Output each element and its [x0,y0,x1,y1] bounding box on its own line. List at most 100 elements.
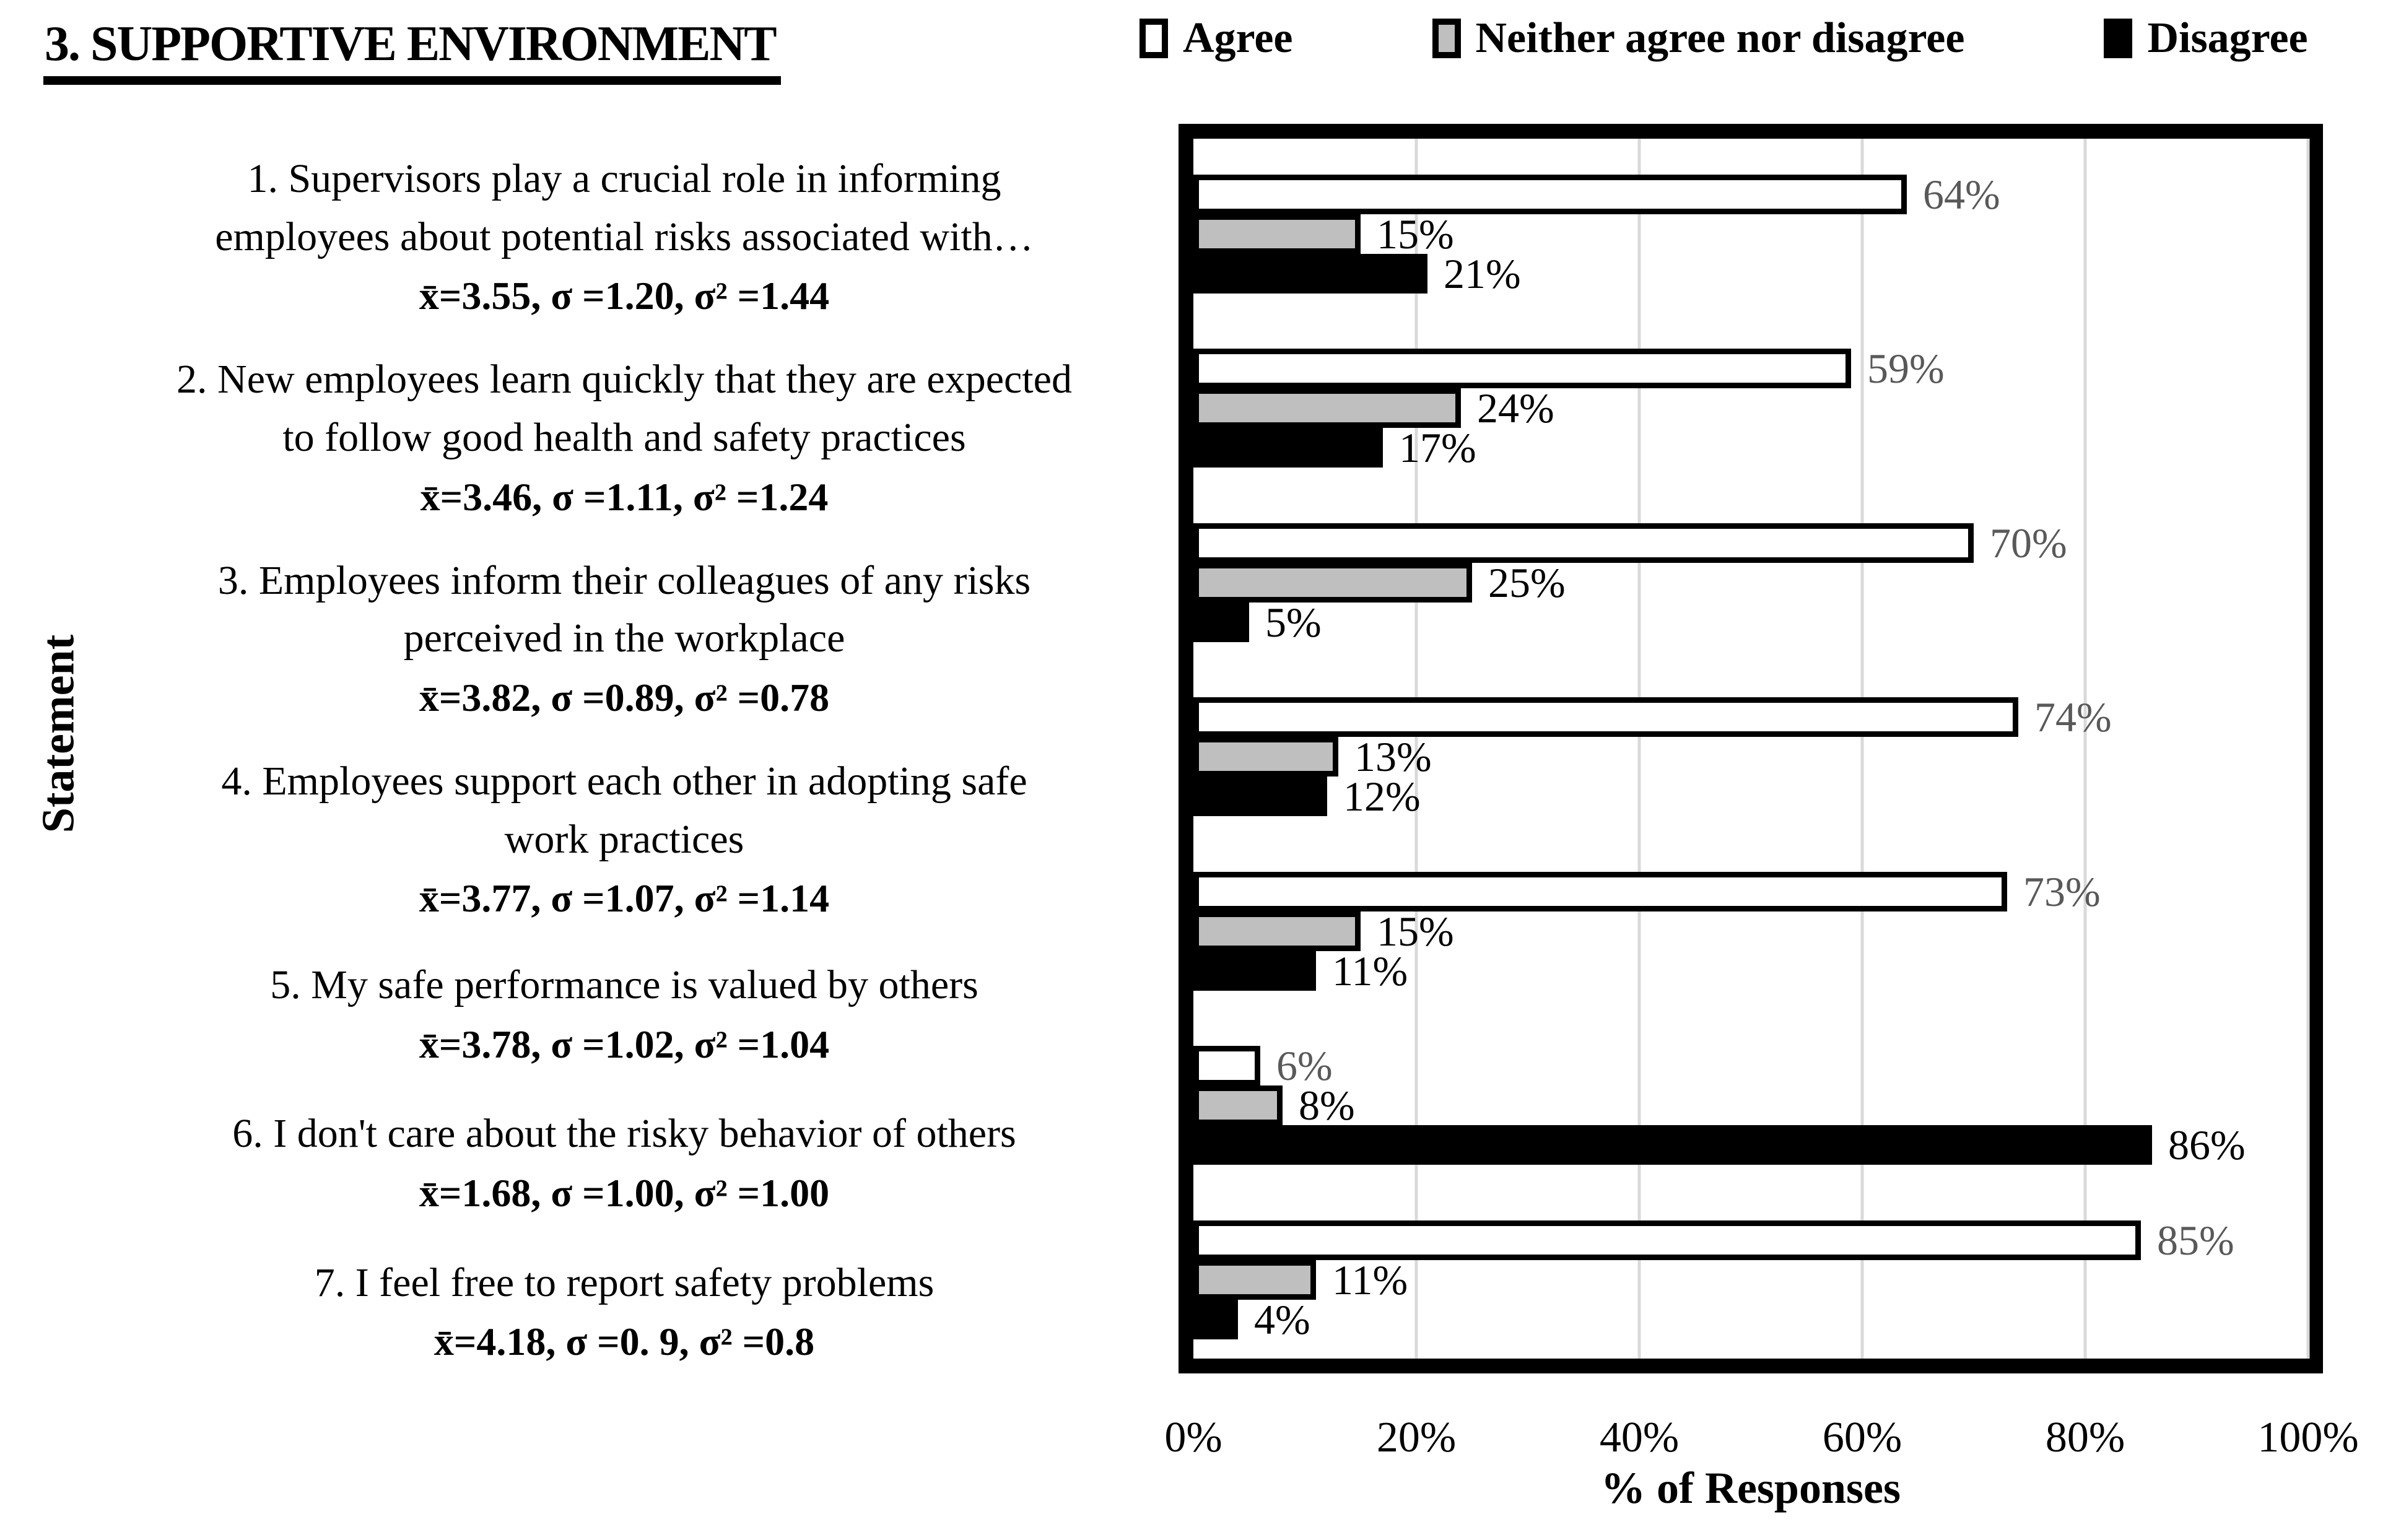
bar-agree [1193,871,2007,911]
bar-group: 70% 25% 5% [1193,487,2308,661]
legend-label: Agree [1183,14,1293,62]
gridlines [1193,139,2310,1359]
bar-value-label: 74% [2034,694,2112,741]
legend-item: Neither agree nor disagree [1432,14,1965,63]
bar-group: 74% 13% 12% [1193,661,2308,835]
category-label-line: to follow good health and safety practic… [282,415,966,461]
bar-line: 17% [1193,424,2308,472]
category-label-line: work practices [504,816,744,862]
category-label-line: 1. Supervisors play a crucial role in in… [247,156,1001,201]
bar-value-label: 85% [2157,1216,2234,1264]
bar-neither-agree-nor-disagree [1193,1259,1316,1300]
category-stats: x̄=1.68, σ =1.00, σ² =1.00 [419,1171,830,1216]
bar-line: 70% [1193,519,2308,567]
x-axis-tick: 20% [1376,1414,1457,1461]
category-label: 1. Supervisors play a crucial role in in… [73,124,1175,324]
x-axis-tick: 0% [1164,1414,1222,1461]
category-label-line: 2. New employees learn quickly that they… [176,357,1072,402]
bar-value-label: 86% [2168,1121,2246,1169]
bar-line: 24% [1193,385,2308,432]
y-axis-title: Statement [33,634,84,833]
category-label: 5. My safe performance is valued by othe… [73,927,1175,1076]
legend-swatch-icon [1140,19,1168,58]
category-label-line: 6. I don't care about the risky behavior… [232,1111,1016,1157]
legend-label: Disagree [2147,14,2308,62]
category-stats: x̄=3.82, σ =0.89, σ² =0.78 [419,676,830,720]
bar-disagree [1193,951,1316,991]
bar-line: 11% [1193,1256,2308,1303]
bar-group: 59% 24% 17% [1193,313,2308,487]
bar-disagree [1193,777,1327,817]
x-axis-tick: 60% [1822,1414,1902,1461]
legend-item: Disagree [2104,14,2308,63]
bar-value-label: 11% [1332,1256,1408,1303]
bar-value-label: 24% [1477,385,1554,432]
bar-value-label: 6% [1276,1042,1333,1090]
bar-group: 6% 8% 86% [1193,1010,2308,1184]
x-axis-tick: 80% [2045,1414,2125,1461]
bar-value-label: 15% [1377,211,1454,258]
x-axis-tick: 40% [1599,1414,1680,1461]
category-label-line: 4. Employees support each other in adopt… [221,758,1027,804]
bar-agree [1193,523,1974,563]
category-label-line: perceived in the workplace [403,616,845,661]
gridline [2306,139,2310,1359]
bar-value-label: 59% [1867,345,1945,393]
bar-value-label: 21% [1444,250,1521,297]
x-axis-title: % of Responses [1600,1463,1901,1513]
bar-value-label: 64% [1923,171,2000,218]
bar-line: 8% [1193,1082,2308,1129]
plot-area: 64% 15% 21% 59% 24% 17% 70% 25% 5% 74% 13% 12% 73% 15… [1179,124,2323,1373]
bar-line: 73% [1193,868,2308,915]
bar-neither-agree-nor-disagree [1193,911,1361,951]
bar-agree [1193,175,1907,214]
chart-title: 3. SUPPORTIVE ENVIRONMENT [43,16,781,85]
bar-line: 13% [1193,733,2308,781]
bar-value-label: 17% [1399,424,1476,472]
category-label-line: employees about potential risks associat… [215,214,1034,259]
x-axis-ticks: 0% 20% 40% 60% 80% 100% [1164,1413,2358,1469]
bar-value-label: 70% [1990,519,2067,567]
bar-neither-agree-nor-disagree [1193,562,1472,603]
bar-neither-agree-nor-disagree [1193,737,1338,777]
category-label: 6. I don't care about the risky behavior… [73,1076,1175,1225]
bar-value-label: 73% [2023,868,2101,915]
bar-line: 86% [1193,1121,2308,1169]
x-axis-tick: 100% [2257,1414,2359,1461]
bar-value-label: 12% [1343,773,1421,820]
bar-line: 21% [1193,250,2308,297]
bar-value-label: 11% [1332,947,1408,994]
category-label: 7. I feel free to report safety problems… [73,1225,1175,1373]
bar-value-label: 4% [1254,1295,1310,1343]
bar-value-label: 5% [1265,598,1322,646]
legend: Agree Neither agree nor disagree Disagree [1140,14,2308,63]
bar-group: 73% 15% 11% [1193,836,2308,1010]
bar-line: 15% [1193,910,2308,952]
bar-neither-agree-nor-disagree [1193,388,1461,429]
bar-value-label: 13% [1354,733,1432,781]
bar-agree [1193,349,1851,389]
category-stats: x̄=3.55, σ =1.20, σ² =1.44 [419,274,830,318]
legend-label: Neither agree nor disagree [1475,14,1965,62]
bar-group: 64% 15% 21% [1193,139,2308,313]
bar-value-label: 8% [1299,1082,1355,1129]
category-stats: x̄=3.78, σ =1.02, σ² =1.04 [419,1022,830,1066]
bar-rows: 64% 15% 21% 59% 24% 17% 70% 25% 5% 74% 13% 12% 73% 15… [1193,139,2308,1359]
gridline [1860,139,1864,1359]
category-label: 2. New employees learn quickly that they… [73,324,1175,525]
bar-line: 85% [1193,1216,2308,1264]
bar-group: 85% 11% 4% [1193,1185,2308,1359]
category-label-line: 7. I feel free to report safety problems [314,1259,935,1305]
gridline [2083,139,2087,1359]
bar-agree [1193,1046,1260,1086]
category-label-line: 3. Employees inform their colleagues of … [217,557,1031,603]
bar-line: 59% [1193,345,2308,393]
bar-disagree [1193,428,1383,468]
bar-line: 15% [1193,211,2308,258]
legend-swatch-icon [1432,19,1461,58]
bar-disagree [1193,1125,2152,1165]
bar-line: 25% [1193,562,2308,604]
gridline [1637,139,1641,1359]
bar-disagree [1193,1299,1238,1339]
category-stats: x̄=3.46, σ =1.11, σ² =1.24 [420,474,829,519]
